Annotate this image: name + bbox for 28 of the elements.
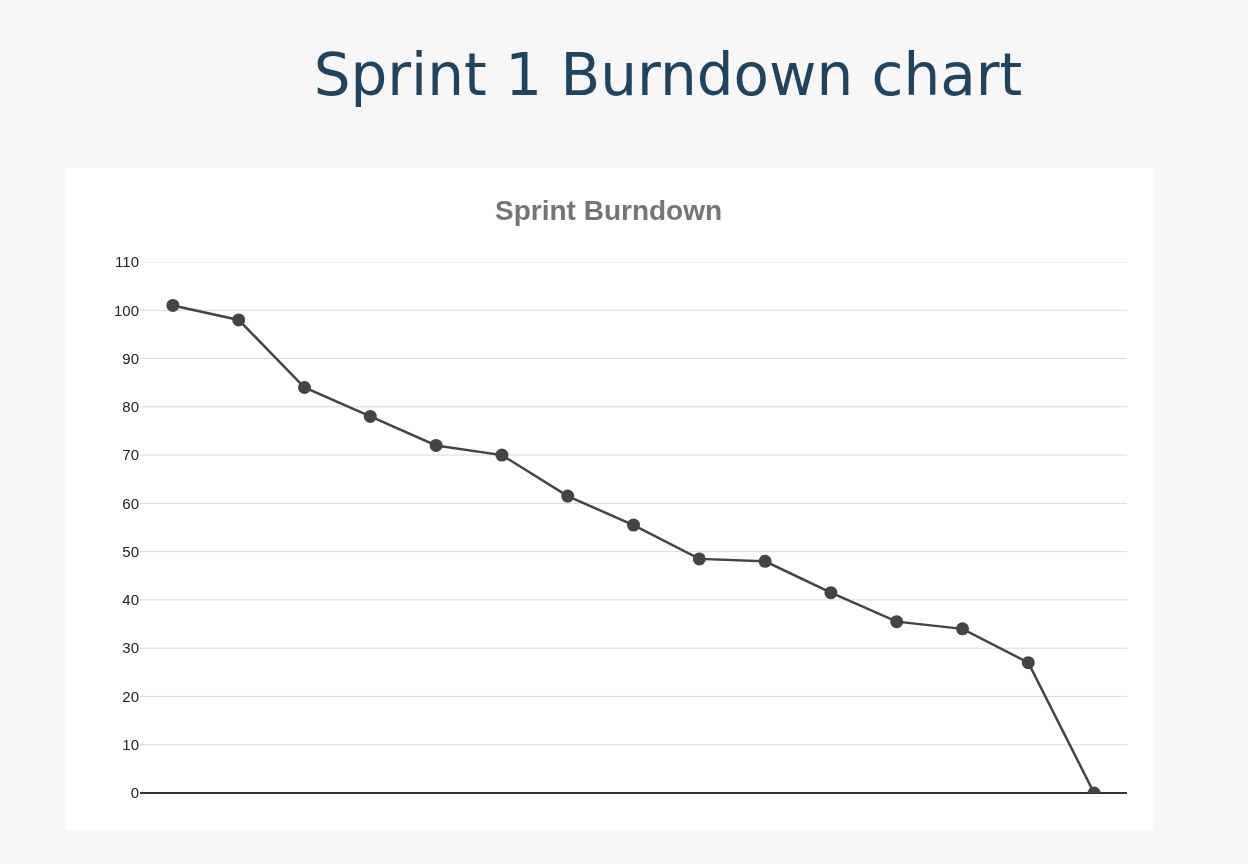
point xyxy=(627,518,640,532)
y-tick-label: 20 xyxy=(122,687,139,705)
point xyxy=(956,622,969,636)
point xyxy=(758,554,772,568)
y-tick-label: 10 xyxy=(122,735,139,753)
chart-subtitle: Sprint Burndown xyxy=(495,195,723,226)
point xyxy=(824,586,838,600)
y-tick-label: 90 xyxy=(122,349,139,367)
point xyxy=(561,489,575,503)
point xyxy=(890,615,904,629)
y-tick-label: 80 xyxy=(122,398,139,416)
point xyxy=(232,313,246,327)
y-tick-label: 100 xyxy=(113,301,139,319)
y-tick-label: 40 xyxy=(122,591,139,609)
point xyxy=(298,381,311,394)
y-tick-label: 50 xyxy=(122,542,139,560)
y-tick-label: 60 xyxy=(122,494,139,512)
y-tick-label: 0 xyxy=(130,784,139,802)
point xyxy=(363,409,377,423)
point xyxy=(495,448,509,462)
point xyxy=(429,438,443,452)
point xyxy=(1021,656,1035,670)
y-tick-label: 30 xyxy=(122,639,139,657)
y-tick-label: 70 xyxy=(122,446,139,464)
point xyxy=(692,552,706,566)
y-tick-label: 110 xyxy=(115,253,139,271)
chart-title: Sprint 1 Burndown chart xyxy=(313,41,1023,110)
point xyxy=(166,298,180,312)
